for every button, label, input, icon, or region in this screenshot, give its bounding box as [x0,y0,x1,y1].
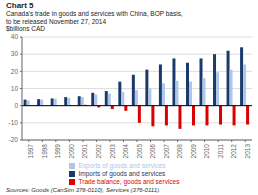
svg-text:2000: 2000 [68,144,75,159]
svg-text:1997: 1997 [27,144,34,159]
svg-text:1999: 1999 [54,144,61,159]
html-text:Canada's trade in goods and se: Canada's trade in goods and services wit… [6,10,183,17]
svg-text:2005: 2005 [136,144,143,159]
svg-text:2013: 2013 [244,144,250,159]
svg-text:2008: 2008 [176,144,183,159]
svg-text:1998: 1998 [41,144,48,159]
html-text:$billions CAD: $billions CAD [6,25,45,32]
svg-text:2004: 2004 [122,144,129,159]
html-text:Sources: Goods (CanSim 376-011: Sources: Goods (CanSim 376-0110), Servic… [6,187,161,193]
svg-text:-20: -20 [9,136,19,143]
svg-text:30: 30 [11,50,19,57]
svg-text:-10: -10 [9,119,19,126]
svg-text:2007: 2007 [163,144,170,159]
svg-text:40: 40 [11,33,19,40]
html-text:Trade balance, goods and servi: Trade balance, goods and services [78,178,180,185]
svg-text:2011: 2011 [217,144,224,158]
svg-text:2002: 2002 [95,144,102,159]
svg-text:2010: 2010 [203,144,210,159]
svg-text:0: 0 [14,102,18,109]
svg-text:10: 10 [11,85,19,92]
html-text:Exports of goods and services: Exports of goods and services [78,162,166,169]
html-text:to be released November 27, 20: to be released November 27, 2014 [6,17,107,25]
svg-text:2001: 2001 [81,144,88,159]
svg-text:2009: 2009 [190,144,197,159]
html-text:Chart 5: Chart 5 [6,1,34,10]
html-text:Imports of goods and services: Imports of goods and services [78,170,166,177]
svg-text:2003: 2003 [109,144,116,159]
svg-text:2006: 2006 [149,144,156,159]
svg-text:20: 20 [11,68,19,75]
svg-text:2012: 2012 [230,144,237,159]
